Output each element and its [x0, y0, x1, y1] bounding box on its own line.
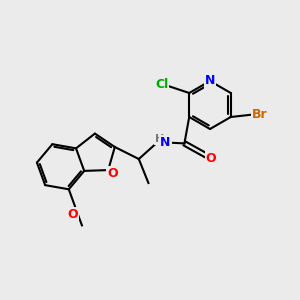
Text: O: O: [107, 167, 118, 180]
Text: N: N: [160, 136, 171, 149]
Text: Br: Br: [252, 108, 267, 121]
Text: Cl: Cl: [155, 78, 168, 91]
Text: O: O: [206, 152, 216, 165]
Text: O: O: [68, 208, 79, 221]
Text: N: N: [205, 74, 215, 88]
Text: H: H: [155, 134, 164, 144]
